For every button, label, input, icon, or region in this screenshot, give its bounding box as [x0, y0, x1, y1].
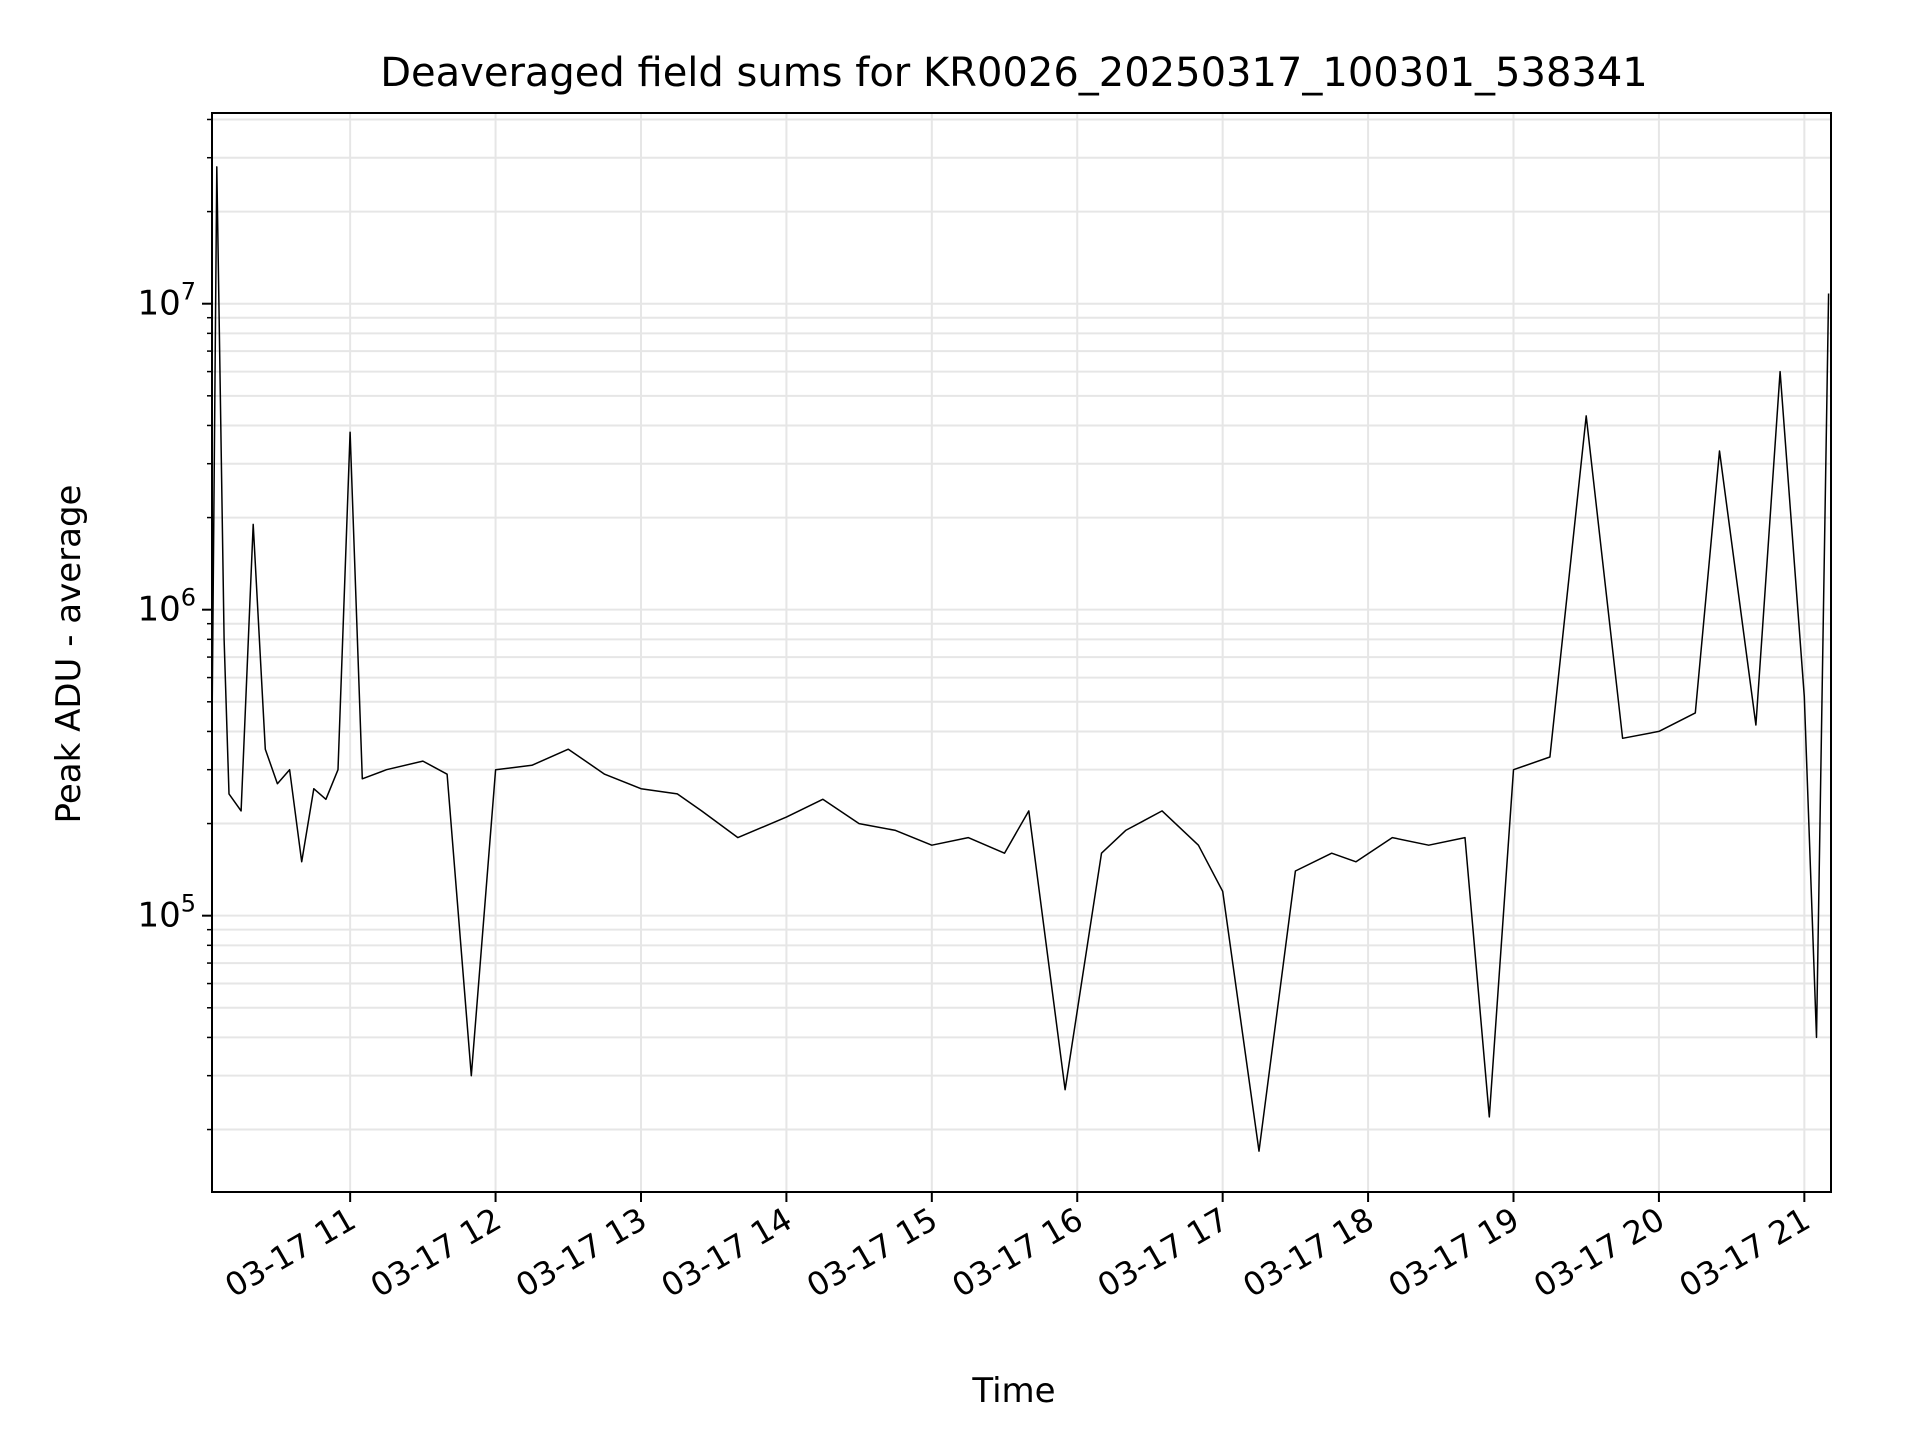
plot-frame [211, 112, 1832, 1193]
series-layer [211, 166, 1830, 1152]
y-axis-label: Peak ADU - average [49, 485, 89, 824]
series-line [211, 166, 1830, 1152]
y-tick-label: 106 [137, 584, 196, 630]
y-tick-label: 107 [137, 278, 196, 324]
y-tick-label: 105 [137, 890, 196, 936]
x-axis-label: Time [971, 1371, 1055, 1411]
y-axis-ticks: 105 106 107 [137, 118, 212, 1131]
chart-title: Deaveraged field sums for KR0026_2025031… [380, 50, 1648, 96]
gridlines [212, 113, 1831, 1192]
